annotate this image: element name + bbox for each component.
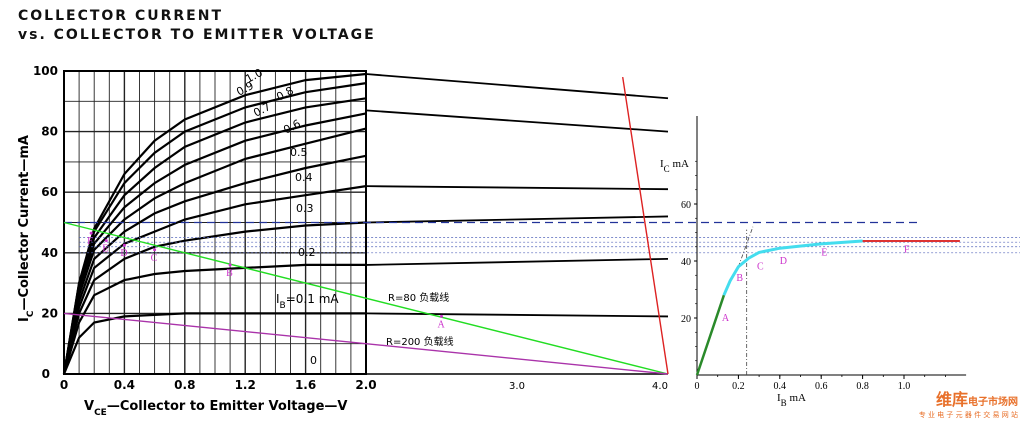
watermark-sub: 电子市场网 [968,397,1018,408]
right-x-tick-label: 1.0 [898,381,911,392]
characteristic-curve [62,154,367,375]
transfer-curve-knee [722,239,863,296]
operating-point-label: D [120,248,127,259]
operating-point-label: C [151,253,158,264]
right-x-tick-label: 0.8 [856,381,869,392]
watermark-logo: 维库电子市场网 专 业 电 子 元 器 件 交 易 网 站 [919,386,1018,420]
x-tick-label: 2.0 [355,378,376,392]
right-y-tick-label: 60 [681,200,691,211]
transfer-point-label: C [757,262,764,273]
x-tick-label: 0.4 [114,378,135,392]
characteristic-curve [62,82,367,375]
right-x-tick-label: 0.6 [815,381,828,392]
x-tick-label: 0 [60,378,68,392]
curve-label: 0.6 [281,117,303,137]
transfer-point-label: E [821,247,827,258]
transfer-point-label: D [780,256,787,267]
curve-label: 0.4 [295,171,313,184]
operating-point [89,231,93,235]
y-tick-label: 0 [42,367,50,381]
curve-extension [365,185,669,191]
y-tick-label: 20 [41,306,58,320]
operating-point [122,243,126,247]
load-line-label: R=80 负载线 [388,291,449,304]
operating-point [153,248,157,252]
vertical-red-line [622,76,669,375]
right-y-tick-label: 40 [681,257,691,268]
curve-label: 0 [310,354,317,367]
operating-point [104,239,108,243]
ib-label: IB=0.1 mA [276,292,339,311]
chart-title-line1: COLLECTOR CURRENT [18,8,223,24]
y-tick-label: 40 [41,246,58,260]
characteristic-curve [62,221,367,375]
load-line-label: R=200 负载线 [386,335,454,348]
curve-extension [365,312,669,318]
load-line [63,312,669,375]
x-tick-label: 4.0 [652,381,668,392]
operating-point-label: B [226,268,233,279]
characteristic-curve [62,312,366,375]
characteristic-curve [62,112,367,375]
transfer-point-label: A [722,313,730,324]
x-tick-label: 1.6 [295,378,316,392]
transfer-point-label: B [736,273,743,284]
y-axis-title: IC—Collector Current—mA [17,135,36,322]
operating-point-label: E [102,244,108,255]
right-y-axis-title: IC mA [660,158,689,174]
curve-label: 0.3 [296,202,314,215]
load-line [63,221,669,375]
characteristic-curve [62,263,366,375]
operating-point [228,263,232,267]
right-x-tick-label: 0.2 [732,381,745,392]
chart-title-line2: vs. COLLECTOR TO EMITTER VOLTAGE [18,27,376,43]
y-tick-label: 100 [33,64,58,78]
operating-point [440,314,443,318]
characteristic-curve [62,97,367,375]
y-tick-label: 80 [41,125,58,139]
watermark-line2: 专 业 电 子 元 器 件 交 易 网 站 [918,411,1018,419]
x-axis-title: VCE—Collector to Emitter Voltage—V [84,399,347,418]
transfer-point-label: F [904,244,910,255]
curve-label: 0.5 [290,146,308,159]
right-x-tick-label: 0.4 [774,381,787,392]
operating-point-label: F [87,236,93,247]
curve-extension [365,215,669,224]
watermark-main: 维库 [935,390,968,409]
operating-point-label: A [438,319,446,330]
characteristic-curve [62,127,367,375]
tangent-line [738,226,754,267]
characteristic-curve [62,185,367,375]
right-x-tick-label: 0 [695,381,700,392]
curve-extension [365,109,669,133]
y-tick-label: 60 [41,185,58,199]
curve-extension [365,257,669,266]
curve-label: 0.2 [298,246,316,259]
x-tick-label: 0.8 [174,378,195,392]
curve-extension [365,73,669,100]
right-y-tick-label: 20 [681,314,691,325]
x-tick-label: 3.0 [509,381,525,392]
x-tick-label: 1.2 [235,378,256,392]
right-x-axis-title: IB mA [777,392,806,408]
transfer-curve-linear [695,294,726,376]
